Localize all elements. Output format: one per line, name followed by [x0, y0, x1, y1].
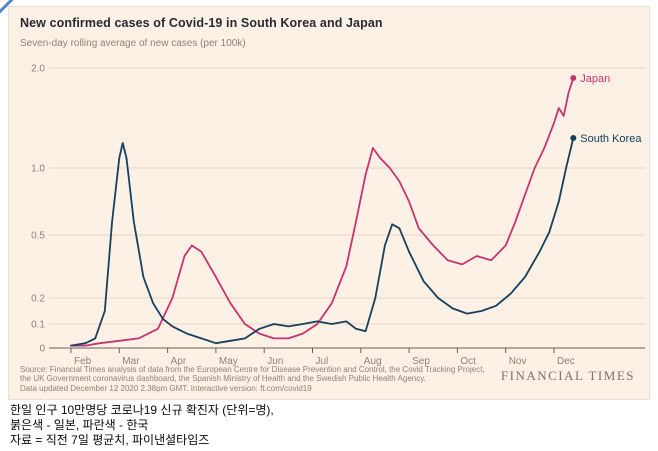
series-endpoint-japan — [570, 75, 577, 81]
x-tick-label: Dec — [557, 356, 575, 367]
x-tick-label: May — [219, 356, 238, 367]
chart-plot: 0 0.1 0.2 0.5 1.0 2.0 Feb Mar Apr May Jun Jul Aug Sep… — [31, 64, 645, 367]
series-label-japan: Japan — [580, 73, 610, 85]
x-tick-label: Aug — [364, 356, 382, 367]
source-note: Source: Financial Times analysis of data… — [20, 365, 485, 394]
x-tick-label: Nov — [509, 356, 527, 367]
caption-line-3: 자료 = 직전 7일 평균치, 파이낸셜타임즈 — [10, 433, 210, 447]
series-label-south_korea: South Korea — [580, 133, 642, 145]
financial-times-logo: FINANCIAL TIMES — [500, 368, 635, 383]
korean-caption: 한일 인구 10만명당 코로나19 신규 확진자 (단위=명), 붉은색 - 일… — [10, 403, 274, 448]
source-line-2: the UK Government coronavirus dashboard,… — [20, 374, 426, 383]
y-tick-label: 1.0 — [31, 164, 45, 175]
chart-title: New confirmed cases of Covid-19 in South… — [20, 16, 383, 30]
x-tick-label: Apr — [171, 356, 187, 367]
x-tick-label: Jul — [316, 356, 329, 367]
x-tick-label: Feb — [74, 356, 92, 367]
series-line-japan — [70, 77, 575, 347]
x-tick-label: Mar — [122, 356, 140, 367]
x-tick-label: Jun — [267, 356, 283, 367]
series-line-south_korea — [70, 137, 575, 347]
y-tick-label: 0.1 — [31, 320, 45, 331]
chart-card: New confirmed cases of Covid-19 in South… — [8, 6, 650, 400]
y-tick-label: 0.5 — [31, 231, 45, 242]
source-line-1: Source: Financial Times analysis of data… — [20, 364, 485, 374]
source-line-3: Data updated December 12 2020 2.38pm GMT… — [20, 383, 312, 393]
y-tick-label: 0.2 — [31, 294, 45, 305]
y-tick-label: 0 — [39, 344, 45, 355]
series-endpoint-south_korea — [570, 135, 577, 141]
x-tick-label: Sep — [412, 356, 430, 367]
chart-subtitle: Seven-day rolling average of new cases (… — [20, 38, 246, 49]
caption-line-1: 한일 인구 10만명당 코로나19 신규 확진자 (단위=명), — [10, 403, 274, 417]
y-tick-label: 2.0 — [31, 64, 45, 75]
caption-line-2: 붉은색 - 일본, 파란색 - 한국 — [10, 418, 149, 432]
x-tick-label: Oct — [460, 356, 476, 367]
